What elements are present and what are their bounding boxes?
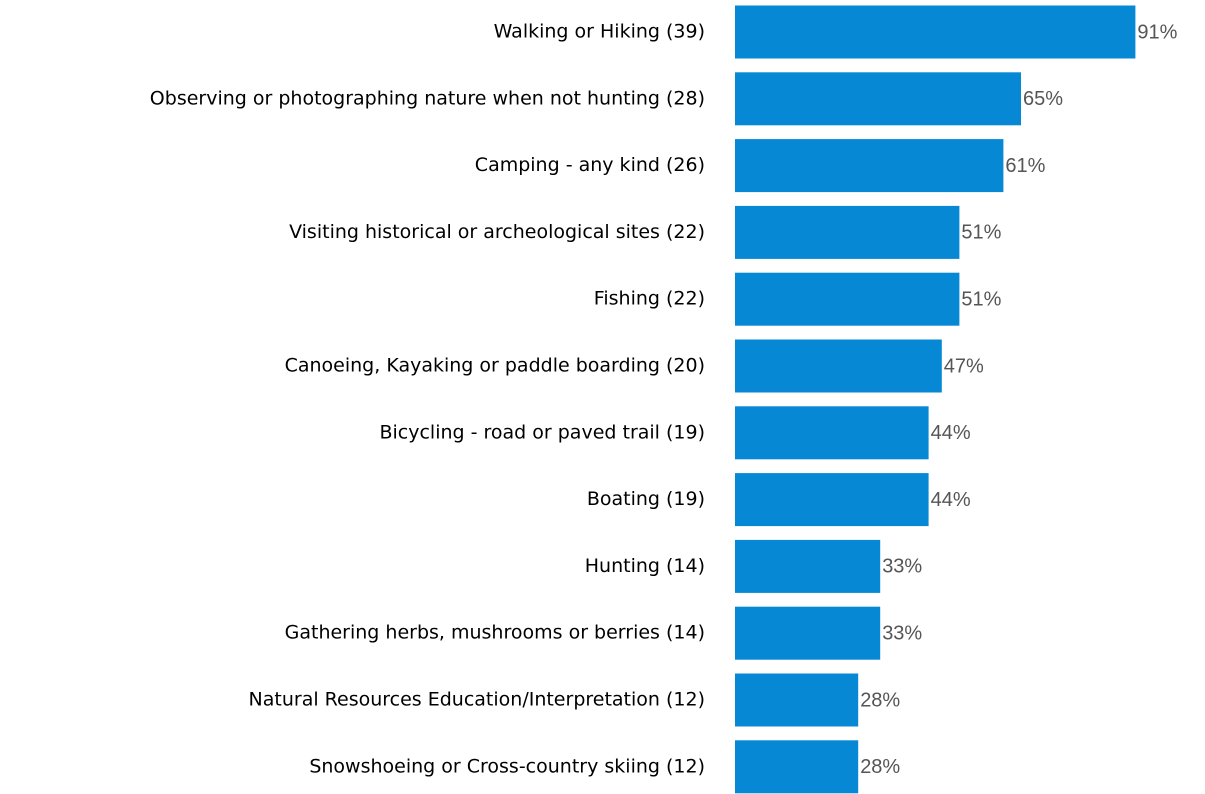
- value-label: 44%: [931, 489, 971, 511]
- bar: [735, 272, 960, 326]
- bar: [735, 606, 881, 660]
- value-label: 61%: [1005, 155, 1045, 177]
- bar: [735, 673, 859, 727]
- category-label: Natural Resources Education/Interpretati…: [249, 689, 705, 711]
- value-label: 44%: [931, 422, 971, 444]
- category-label: Canoeing, Kayaking or paddle boarding (2…: [285, 355, 705, 377]
- category-label: Visiting historical or archeological sit…: [289, 221, 705, 243]
- value-label: 47%: [944, 355, 984, 377]
- bar: [735, 5, 1136, 59]
- category-label: Snowshoeing or Cross-country skiing (12): [309, 755, 705, 777]
- category-label: Bicycling - road or paved trail (19): [379, 421, 705, 443]
- value-label: 28%: [860, 689, 900, 711]
- bar: [735, 406, 929, 460]
- category-label: Walking or Hiking (39): [494, 21, 705, 43]
- value-label: 51%: [961, 288, 1001, 310]
- bar: [735, 539, 881, 593]
- value-label: 51%: [961, 222, 1001, 244]
- bar: [735, 139, 1004, 193]
- value-label: 28%: [860, 756, 900, 778]
- category-label: Hunting (14): [585, 555, 705, 577]
- bar: [735, 72, 1021, 126]
- category-label: Boating (19): [587, 488, 705, 510]
- category-label: Fishing (22): [594, 288, 705, 310]
- category-label: Camping - any kind (26): [475, 154, 705, 176]
- category-label: Observing or photographing nature when n…: [150, 87, 705, 109]
- value-label: 33%: [882, 622, 922, 644]
- bar: [735, 473, 929, 527]
- bar: [735, 740, 859, 794]
- bar: [735, 339, 942, 393]
- value-label: 91%: [1137, 21, 1177, 43]
- value-label: 65%: [1023, 88, 1063, 110]
- category-label: Gathering herbs, mushrooms or berries (1…: [285, 622, 705, 644]
- value-label: 33%: [882, 556, 922, 578]
- bar: [735, 205, 960, 259]
